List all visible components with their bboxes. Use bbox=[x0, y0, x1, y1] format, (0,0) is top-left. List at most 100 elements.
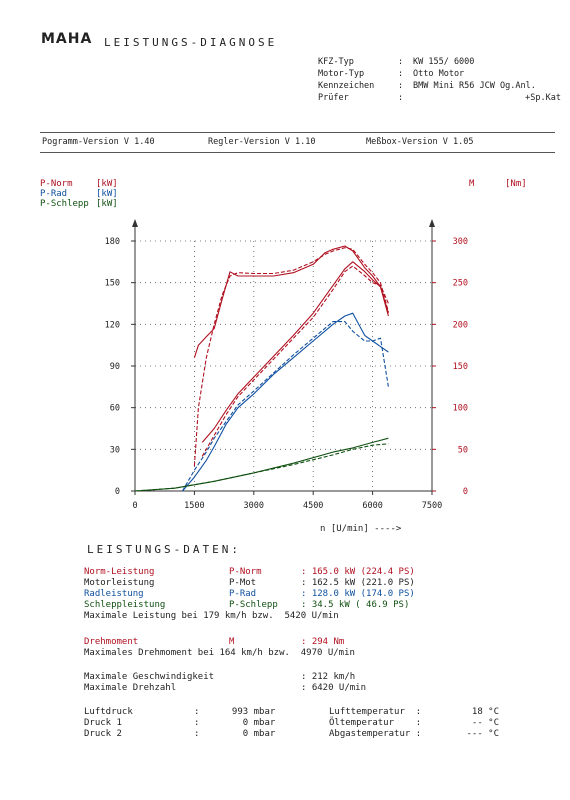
env-value: : 0 mbar bbox=[194, 729, 276, 739]
meta-key: Kennzeichen bbox=[318, 81, 375, 91]
x-axis-label: n [U/min] ----> bbox=[320, 524, 402, 534]
left-axis-label-name: P-Schlepp bbox=[40, 199, 89, 209]
env-value: : 0 mbar bbox=[194, 718, 276, 728]
result-symbol: P-Rad bbox=[229, 589, 257, 599]
result-symbol: P-Schlepp bbox=[229, 600, 278, 610]
results-title: LEISTUNGS-DATEN: bbox=[87, 543, 241, 556]
document-title: LEISTUNGS-DIAGNOSE bbox=[104, 36, 278, 49]
env-value: 18 °C bbox=[471, 707, 499, 717]
result-label: Schleppleistung bbox=[84, 600, 166, 610]
result-row-schlepp: Schleppleistung P-Schlepp : 34.5 kW ( 46.9… bbox=[84, 600, 409, 610]
env-label: Druck 1 bbox=[84, 718, 122, 728]
y-left-tick-label: 60 bbox=[110, 404, 120, 414]
env-label: Luftdruck bbox=[84, 707, 133, 717]
torque-value: : 294 Nm bbox=[301, 637, 345, 647]
result-symbol: P-Mot bbox=[229, 578, 257, 588]
max-torque-text: Maximales Drehmoment bei 164 km/h bzw. 4… bbox=[84, 648, 355, 658]
x-tick-label: 0 bbox=[132, 501, 137, 511]
env-row: Druck 1: 0 mbar Öltemperatur : -- °C bbox=[84, 718, 499, 728]
result-label: Norm-Leistung bbox=[84, 567, 155, 577]
meta-value: +Sp.Kat bbox=[525, 93, 561, 103]
left-axis-label-name: P-Norm bbox=[40, 179, 73, 189]
meta-row-motor: Motor-Typ: Otto Motor bbox=[318, 69, 464, 79]
meta-sep: : bbox=[398, 57, 404, 67]
x-tick-label: 7500 bbox=[422, 501, 442, 511]
y-left-tick-label: 90 bbox=[110, 362, 120, 372]
x-tick-label: 4500 bbox=[303, 501, 323, 511]
env-row: Luftdruck : 993 mbar Lufttemperatur : 18 °C bbox=[84, 707, 499, 717]
torque-label: Drehmoment bbox=[84, 637, 139, 647]
y-right-tick-label: 0 bbox=[463, 487, 468, 497]
y-axis-right-arrow bbox=[429, 219, 435, 227]
y-right-tick-label: 150 bbox=[453, 362, 468, 372]
result-row-norm: Norm-Leistung P-Norm : 165.0 kW (224.4 PS) bbox=[84, 567, 415, 577]
env-row: Druck 2 : 0 mbar Abgastemperatur : --- °C bbox=[84, 729, 499, 739]
result-value: : 128.0 kW (174.0 PS) bbox=[301, 589, 415, 599]
result-label: Radleistung bbox=[84, 589, 144, 599]
meta-value: Otto Motor bbox=[413, 69, 465, 79]
maha-logo: MAHA bbox=[41, 31, 93, 47]
left-axis-label-unit: [kW] bbox=[96, 179, 118, 189]
series-line-p-schlepp bbox=[134, 443, 389, 492]
x-tick-label: 6000 bbox=[362, 501, 382, 511]
env-label: Druck 2 bbox=[84, 729, 122, 739]
x-tick-label: 3000 bbox=[244, 501, 264, 511]
max-rpm-label: Maximale Drehzahl bbox=[84, 683, 177, 693]
env-value: --- °C bbox=[466, 729, 499, 739]
env-label: Lufttemperatur : bbox=[329, 707, 422, 717]
meta-value: KW 155/ 6000 bbox=[413, 57, 475, 67]
meta-sep: : bbox=[398, 93, 404, 103]
regler-version: Regler-Version V 1.10 bbox=[208, 137, 316, 147]
result-value: : 165.0 kW (224.4 PS) bbox=[301, 567, 415, 577]
series-line-p-norm bbox=[201, 265, 389, 457]
y-right-tick-label: 250 bbox=[453, 279, 468, 289]
env-value: : 993 mbar bbox=[194, 707, 276, 717]
left-axis-label-unit: [kW] bbox=[96, 199, 118, 209]
y-left-tick-label: 150 bbox=[105, 279, 120, 289]
meta-key: Prüfer bbox=[318, 93, 349, 103]
max-rpm-row: Maximale Drehzahl : 6420 U/min bbox=[84, 683, 366, 693]
right-axis-label-unit: [Nm] bbox=[505, 179, 527, 189]
x-tick-label: 1500 bbox=[184, 501, 204, 511]
divider bbox=[40, 152, 555, 153]
result-value: : 34.5 kW ( 46.9 PS) bbox=[301, 600, 410, 610]
divider bbox=[40, 132, 555, 133]
max-power-text: Maximale Leistung bei 179 km/h bzw. 5420… bbox=[84, 611, 339, 621]
max-speed-row: Maximale Geschwindigkeit : 212 km/h bbox=[84, 672, 355, 682]
y-right-tick-label: 100 bbox=[453, 404, 468, 414]
program-version: Pogramm-Version V 1.40 bbox=[42, 137, 155, 147]
y-right-tick-label: 300 bbox=[453, 237, 468, 247]
result-row-mot: Motorleistung P-Mot: 162.5 kW (221.0 PS) bbox=[84, 578, 415, 588]
y-left-tick-label: 180 bbox=[105, 237, 120, 247]
meta-sep: : bbox=[398, 81, 404, 91]
series-line-m bbox=[193, 245, 389, 358]
power-chart: P-Norm [kW] P-Rad [kW] P-Schlepp [kW] M [Nm] 0 30… bbox=[40, 179, 527, 534]
torque-symbol: M bbox=[229, 637, 235, 647]
left-axis-label-unit: [kW] bbox=[96, 189, 118, 199]
meta-row-kennzeichen: Kennzeichen: BMW Mini R56 JCW Og.Anl. bbox=[318, 81, 536, 91]
series-line-p-schlepp bbox=[134, 437, 389, 492]
max-speed-value: : 212 km/h bbox=[301, 672, 356, 682]
meta-key: Motor-Typ bbox=[318, 69, 365, 79]
meta-row-kfz: KFZ-Typ: KW 155/ 6000 bbox=[318, 57, 474, 67]
series-line-m bbox=[193, 247, 389, 467]
y-left-tick-label: 30 bbox=[110, 445, 120, 455]
result-label: Motorleistung bbox=[84, 578, 155, 588]
meta-value: BMW Mini R56 JCW Og.Anl. bbox=[413, 81, 536, 91]
left-axis-label-name: P-Rad bbox=[40, 189, 67, 199]
y-left-tick-label: 0 bbox=[115, 487, 120, 497]
result-row-rad: Radleistung P-Rad : 128.0 kW (174.0 PS) bbox=[84, 589, 415, 599]
y-right-tick-label: 200 bbox=[453, 320, 468, 330]
right-axis-label-name: M bbox=[469, 179, 475, 189]
result-symbol: P-Norm bbox=[229, 567, 262, 577]
meta-row-pruefer: Prüfer: +Sp.Kat bbox=[318, 93, 561, 103]
env-label: Abgastemperatur : bbox=[329, 729, 422, 739]
series-line-p-rad bbox=[182, 321, 389, 492]
y-right-tick-label: 50 bbox=[458, 445, 468, 455]
meta-sep: : bbox=[398, 69, 404, 79]
y-left-tick-label: 120 bbox=[105, 320, 120, 330]
messbox-version: Meßbox-Version V 1.05 bbox=[366, 137, 474, 147]
max-rpm-value: : 6420 U/min bbox=[301, 683, 367, 693]
max-speed-label: Maximale Geschwindigkeit bbox=[84, 672, 215, 682]
y-axis-left-arrow bbox=[132, 219, 138, 227]
